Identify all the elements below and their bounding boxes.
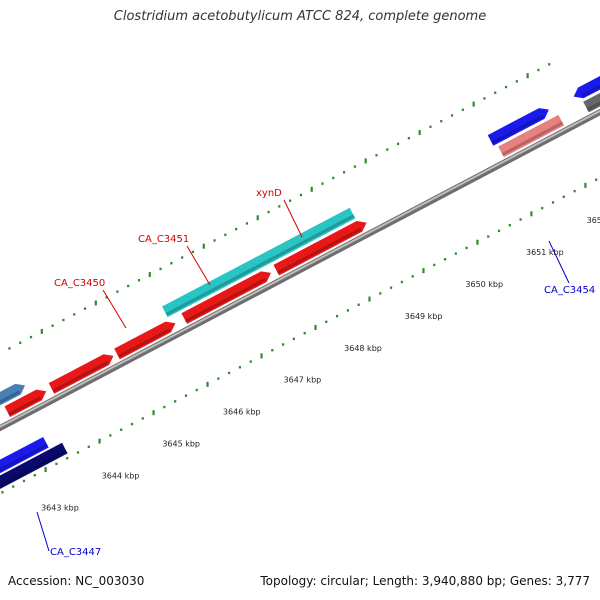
steelblue-gene-shade bbox=[0, 390, 21, 404]
gene-label-leader bbox=[186, 245, 211, 286]
tick-label: 3646 kbp bbox=[223, 408, 261, 417]
backbone-highlight bbox=[0, 109, 600, 428]
blue-gene-shade bbox=[491, 114, 544, 145]
gene-label: CA_C3454 bbox=[544, 285, 595, 296]
cyan-gene bbox=[162, 207, 356, 318]
tick-label-layer: 3643 kbp 3644 kbp 3645 kbp 3646 kbp 3647 kbp… bbox=[41, 216, 600, 512]
red-gene-shade bbox=[7, 396, 42, 416]
backbone-line bbox=[0, 108, 600, 432]
navy-gene-shade bbox=[0, 449, 67, 488]
tick-label: 3652 kbp bbox=[587, 216, 600, 225]
tick-label: 3645 kbp bbox=[162, 440, 200, 449]
genome-summary: Topology: circular; Length: 3,940,880 bp… bbox=[260, 574, 590, 588]
blue-gene bbox=[0, 436, 49, 474]
gene-label-leader bbox=[548, 240, 570, 284]
blue-gene-shade bbox=[581, 84, 600, 97]
red-gene bbox=[181, 271, 271, 324]
gene-label: xynD bbox=[256, 188, 282, 199]
steelblue-gene bbox=[0, 383, 26, 406]
tick-label: 3651 kbp bbox=[526, 248, 564, 257]
blue-gene bbox=[573, 76, 600, 99]
pink-gene-shade bbox=[501, 121, 564, 156]
gene-label: CA_C3450 bbox=[54, 278, 105, 289]
red-gene-shade bbox=[117, 328, 171, 358]
red-gene bbox=[114, 321, 176, 360]
blue-gene bbox=[487, 108, 549, 146]
gene-label-leader bbox=[283, 199, 303, 238]
red-gene-shade bbox=[52, 360, 109, 393]
backbone bbox=[0, 108, 600, 432]
red-gene-shade bbox=[276, 227, 362, 275]
gene-label: CA_C3447 bbox=[50, 547, 101, 558]
gene-label-leader bbox=[102, 289, 127, 329]
blue-gene-shade bbox=[0, 443, 49, 472]
gene-label-leader bbox=[36, 511, 50, 552]
accession-label: Accession: NC_003030 bbox=[8, 574, 145, 588]
map-title: Clostridium acetobutylicum ATCC 824, com… bbox=[113, 9, 487, 24]
cyan-gene-shade bbox=[165, 214, 355, 316]
gray-gene bbox=[583, 92, 600, 113]
gene-layer bbox=[0, 76, 600, 490]
red-gene bbox=[4, 389, 47, 418]
tick-label: 3648 kbp bbox=[344, 344, 382, 353]
red-gene bbox=[273, 221, 367, 276]
red-gene-shade bbox=[184, 277, 266, 323]
tick-label: 3647 kbp bbox=[284, 376, 322, 385]
red-gene bbox=[48, 354, 114, 394]
gene-label-layer: xynD CA_C3451 CA_C3450 CA_C3454 CA_C3447 bbox=[36, 188, 595, 558]
pink-gene bbox=[498, 114, 565, 158]
gene-label: CA_C3451 bbox=[138, 234, 189, 245]
navy-gene bbox=[0, 442, 68, 490]
tick-label: 3649 kbp bbox=[405, 312, 443, 321]
tick-label: 3643 kbp bbox=[41, 503, 79, 512]
tick-dot-layer bbox=[1, 63, 598, 494]
tick-label: 3650 kbp bbox=[465, 280, 503, 289]
tick-label: 3644 kbp bbox=[102, 471, 140, 480]
